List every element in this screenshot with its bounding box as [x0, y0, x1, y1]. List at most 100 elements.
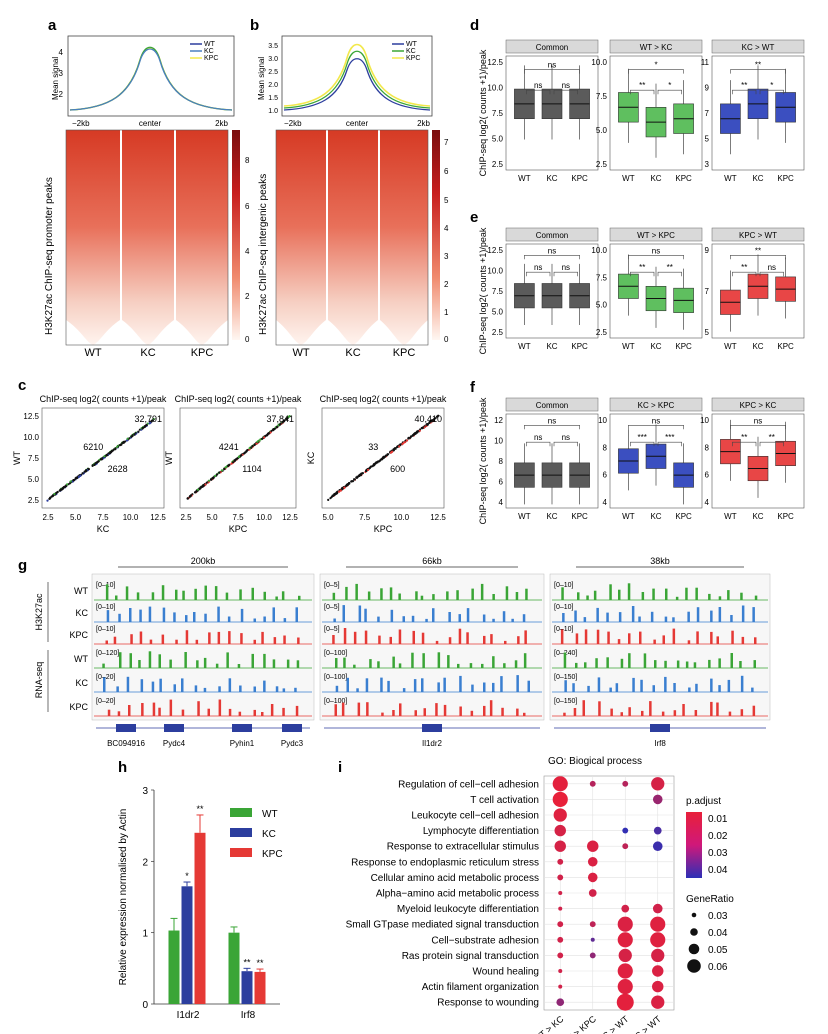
go-term-label: Small GTpase mediated signal transductio…	[346, 920, 539, 931]
go-legend-colorbar	[686, 812, 702, 878]
track-peak	[672, 628, 676, 644]
scatter-point	[355, 476, 358, 479]
track-peak	[448, 612, 451, 622]
track-peak	[239, 589, 242, 600]
boxplot-ytick: 10.0	[591, 58, 607, 67]
go-dot	[589, 921, 596, 928]
profile-b-ytick: 1.5	[268, 95, 278, 102]
scatter-point	[72, 479, 75, 482]
go-legend-color-title: p.adjust	[686, 796, 721, 807]
track-peak	[173, 684, 176, 692]
scatter-ylabel: WT	[12, 451, 22, 465]
profile-b-ytick: 3.0	[268, 56, 278, 63]
go-dot	[617, 979, 633, 995]
panel-letter-b: b	[250, 17, 259, 34]
go-dot	[590, 937, 595, 942]
track-peak	[716, 636, 719, 644]
track-peak	[402, 688, 406, 692]
track-peak	[377, 616, 380, 622]
track-peak	[282, 707, 285, 716]
bar-star: **	[243, 957, 251, 967]
gene-name: Irf8	[654, 739, 666, 748]
scatter-point	[152, 417, 155, 421]
profile-a-ytick: 2	[59, 90, 64, 99]
scatter-point	[415, 431, 418, 434]
track-range: [0–120]	[96, 650, 119, 657]
track-peak	[261, 631, 264, 644]
boxplot-panels: ChIP-seq log2( counts +1)/peak Common 12.5…	[478, 39, 805, 524]
go-legend-size-dot	[691, 912, 697, 918]
go-dot	[589, 952, 596, 959]
bar-legend-swatch	[230, 848, 252, 857]
track-peak	[610, 708, 613, 716]
legend-kc: KC	[204, 48, 214, 55]
panel-letter-h: h	[118, 759, 127, 776]
track-peak	[380, 588, 383, 600]
track-peak	[295, 607, 298, 622]
scatter-point	[338, 490, 341, 493]
scatter-point	[223, 468, 226, 471]
track-peak	[421, 678, 424, 692]
go-term-label: Actin filament organization	[422, 982, 539, 993]
go-dot	[652, 841, 663, 851]
profile-b-ytick: 2.0	[268, 82, 278, 89]
track-peak	[184, 652, 187, 668]
track-peak	[458, 614, 461, 622]
track-peak	[695, 683, 698, 692]
legend-kpc: KPC	[406, 55, 420, 62]
go-legend-size-dot	[690, 928, 698, 936]
track-peak	[593, 590, 597, 600]
sig-label: **	[741, 433, 747, 442]
scatter-xtick: 2.5	[42, 513, 54, 522]
bar-star: **	[256, 958, 264, 968]
track-peak	[355, 583, 358, 600]
track-peak	[392, 710, 395, 716]
scatter-point	[189, 494, 192, 497]
sig-bracket	[732, 89, 757, 95]
track-peak	[727, 679, 731, 692]
track-peak	[609, 584, 612, 600]
panel-letter-f: f	[470, 379, 476, 396]
track-peak	[650, 611, 654, 622]
scatter-up: 4241	[219, 442, 239, 452]
go-dot	[617, 932, 633, 948]
track-range: [0–20]	[96, 674, 116, 681]
track-peak	[182, 590, 185, 600]
gene-exon	[650, 724, 670, 732]
scatter-xlabel: KPC	[374, 524, 393, 534]
go-dot	[554, 824, 566, 837]
scatter-point	[193, 491, 197, 494]
track-peak	[281, 591, 285, 600]
go-dot	[552, 776, 568, 792]
track-peak	[447, 655, 450, 668]
track-peak	[332, 592, 336, 600]
track-peak	[125, 586, 129, 600]
panel-letter-e: e	[470, 209, 478, 226]
track-peak	[341, 702, 345, 716]
track-peak	[158, 707, 161, 716]
boxplot-ylabel: ChIP-seq log2( counts +1)/peak	[478, 49, 488, 176]
track-peak	[587, 685, 590, 692]
go-dot	[556, 998, 565, 1007]
scatter-point	[100, 458, 104, 461]
gene-name: BC094916	[107, 739, 145, 748]
track-peak	[754, 595, 758, 600]
scatter-ytick: 5.0	[28, 475, 40, 484]
scatter-xtick: 10.0	[394, 513, 410, 522]
boxplot-ylabel: ChIP-seq log2( counts +1)/peak	[478, 397, 488, 524]
track-peak	[129, 608, 132, 622]
track-peak	[523, 712, 526, 716]
scatter-xtick: 2.5	[180, 513, 192, 522]
gene-name: Pydc3	[281, 739, 304, 748]
scatter-up: 33	[368, 442, 378, 452]
scatter-point	[431, 419, 434, 422]
scatter-point	[196, 488, 200, 491]
track-peak	[448, 637, 452, 644]
profile-a-ytick: 4	[59, 48, 64, 57]
go-legend-size-tick: 0.04	[708, 928, 728, 939]
track-peak	[119, 652, 122, 668]
bar-chart: 3 2 1 0 Relative expression normalised by Ac…	[118, 786, 283, 1021]
heatmap-b-scale: 6	[444, 167, 449, 176]
track-peak	[524, 630, 527, 644]
go-dot	[558, 891, 563, 895]
